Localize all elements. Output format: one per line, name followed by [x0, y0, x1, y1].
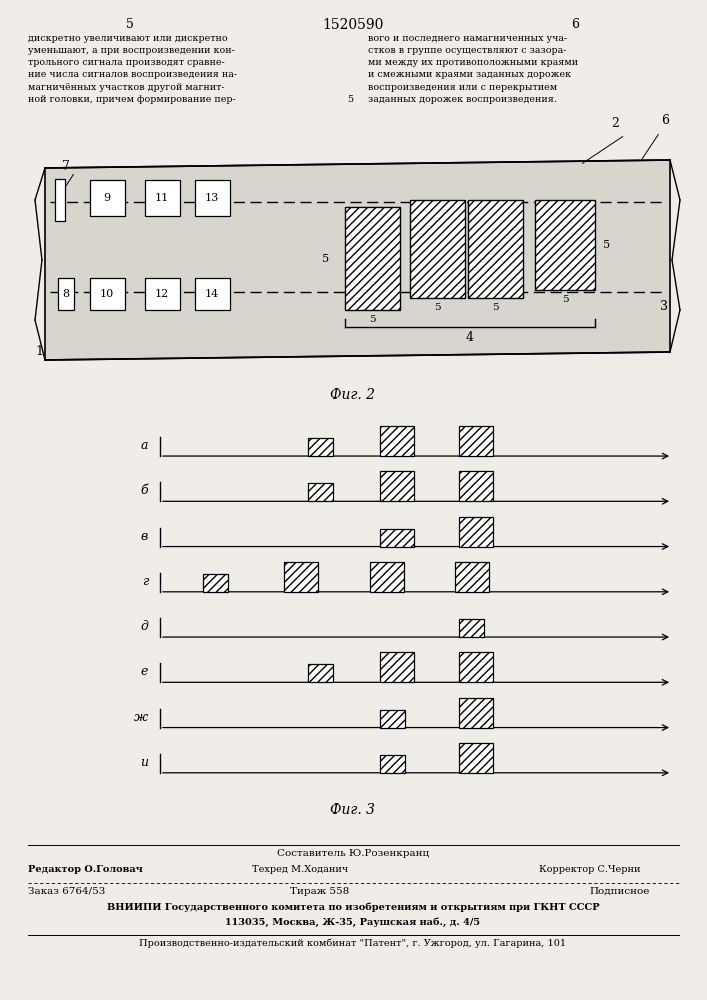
Text: а: а: [141, 439, 148, 452]
Text: г: г: [141, 575, 148, 588]
Bar: [284, 562, 318, 592]
Bar: [380, 652, 414, 682]
Bar: [90, 180, 125, 216]
Text: 11: 11: [155, 193, 169, 203]
Text: Тираж 558: Тираж 558: [291, 887, 350, 896]
Text: Техред М.Ходанич: Техред М.Ходанич: [252, 865, 348, 874]
Text: 5: 5: [347, 95, 353, 104]
Text: 14: 14: [205, 289, 219, 299]
Text: 6: 6: [571, 18, 579, 31]
Text: 5: 5: [433, 303, 440, 312]
Text: 7: 7: [62, 160, 70, 173]
Text: 113035, Москва, Ж-35, Раушская наб., д. 4/5: 113035, Москва, Ж-35, Раушская наб., д. …: [226, 917, 481, 927]
Text: Подписное: Подписное: [590, 887, 650, 896]
Text: д: д: [140, 620, 148, 633]
Text: е: е: [141, 665, 148, 678]
Bar: [459, 619, 484, 637]
Bar: [535, 200, 595, 290]
Text: б: б: [141, 484, 148, 497]
Text: 5: 5: [126, 18, 134, 31]
Text: 5: 5: [322, 253, 329, 263]
Bar: [58, 278, 74, 310]
Text: и: и: [140, 756, 148, 769]
Bar: [308, 483, 332, 501]
Bar: [459, 426, 493, 456]
Text: 6: 6: [661, 114, 669, 127]
Text: 1520590: 1520590: [322, 18, 384, 32]
Text: 9: 9: [103, 193, 110, 203]
Bar: [90, 278, 125, 310]
Bar: [308, 438, 332, 456]
Bar: [410, 200, 465, 298]
Text: 8: 8: [62, 289, 69, 299]
Text: вого и последнего намагниченных уча-
стков в группе осуществляют с зазора-
ми ме: вого и последнего намагниченных уча- стк…: [368, 34, 578, 104]
Text: ВНИИПИ Государственного комитета по изобретениям и открытиям при ГКНТ СССР: ВНИИПИ Государственного комитета по изоб…: [107, 903, 600, 912]
Text: 13: 13: [205, 193, 219, 203]
Bar: [459, 743, 493, 773]
Bar: [468, 200, 523, 298]
Bar: [195, 278, 230, 310]
Bar: [145, 278, 180, 310]
Text: Фиг. 2: Фиг. 2: [330, 388, 375, 402]
Bar: [459, 471, 493, 501]
Text: 3: 3: [660, 300, 668, 313]
Text: 5: 5: [491, 303, 498, 312]
Text: Корректор С.Черни: Корректор С.Черни: [539, 865, 641, 874]
Text: в: в: [141, 530, 148, 543]
Text: 5: 5: [561, 295, 568, 304]
Bar: [55, 179, 65, 221]
Bar: [345, 207, 400, 310]
Bar: [459, 517, 493, 547]
Bar: [459, 698, 493, 728]
Text: Производственно-издательский комбинат "Патент", г. Ужгород, ул. Гагарина, 101: Производственно-издательский комбинат "П…: [139, 939, 566, 948]
Bar: [370, 562, 404, 592]
Bar: [455, 562, 489, 592]
Bar: [380, 755, 405, 773]
Text: 12: 12: [155, 289, 169, 299]
Bar: [380, 471, 414, 501]
Bar: [380, 710, 405, 728]
Text: Заказ 6764/53: Заказ 6764/53: [28, 887, 105, 896]
Polygon shape: [45, 160, 670, 360]
Text: 1: 1: [35, 345, 43, 358]
Text: 5: 5: [603, 240, 610, 250]
Bar: [195, 180, 230, 216]
Text: 2: 2: [611, 117, 619, 130]
Bar: [308, 664, 332, 682]
Bar: [380, 529, 414, 547]
Text: 10: 10: [100, 289, 114, 299]
Bar: [145, 180, 180, 216]
Bar: [202, 574, 228, 592]
Text: дискретно увеличивают или дискретно
уменьшают, а при воспроизведении кон-
трольн: дискретно увеличивают или дискретно умен…: [28, 34, 237, 104]
Text: 4: 4: [466, 331, 474, 344]
Bar: [380, 426, 414, 456]
Text: Фиг. 3: Фиг. 3: [330, 803, 375, 817]
Bar: [459, 652, 493, 682]
Text: ж: ж: [134, 711, 148, 724]
Text: Редактор О.Головач: Редактор О.Головач: [28, 865, 143, 874]
Text: 5: 5: [368, 315, 375, 324]
Text: Составитель Ю.Розенкранц: Составитель Ю.Розенкранц: [277, 849, 429, 858]
